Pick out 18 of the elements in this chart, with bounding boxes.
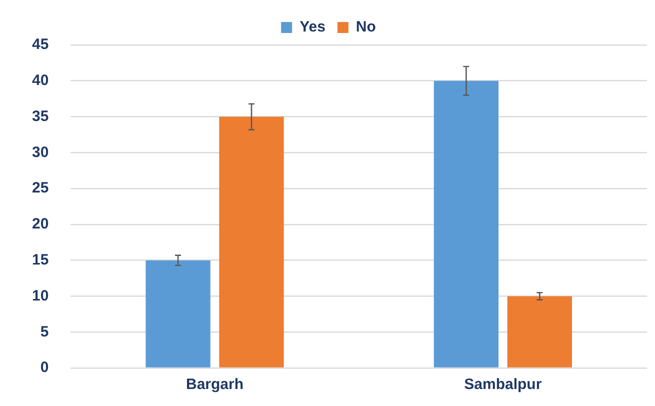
y-tick-label: 20 (32, 216, 49, 233)
y-tick-label: 0 (40, 359, 49, 376)
y-tick-label: 40 (32, 72, 49, 90)
y-tick-label: 35 (32, 108, 49, 125)
y-tick-label: 15 (32, 251, 49, 268)
x-tick-label: Bargarh (186, 376, 244, 394)
legend-label: Yes (300, 18, 326, 36)
y-tick-label: 45 (32, 36, 49, 54)
y-tick-label: 30 (32, 144, 49, 161)
bar (434, 80, 499, 368)
x-tick-label: Sambalpur (464, 376, 542, 394)
bar (507, 296, 572, 368)
y-tick-label: 25 (32, 180, 49, 197)
legend-label: No (356, 18, 376, 36)
y-tick-label: 5 (40, 323, 49, 340)
bar (146, 260, 210, 368)
y-tick-label: 10 (32, 287, 49, 304)
bar (219, 116, 284, 368)
